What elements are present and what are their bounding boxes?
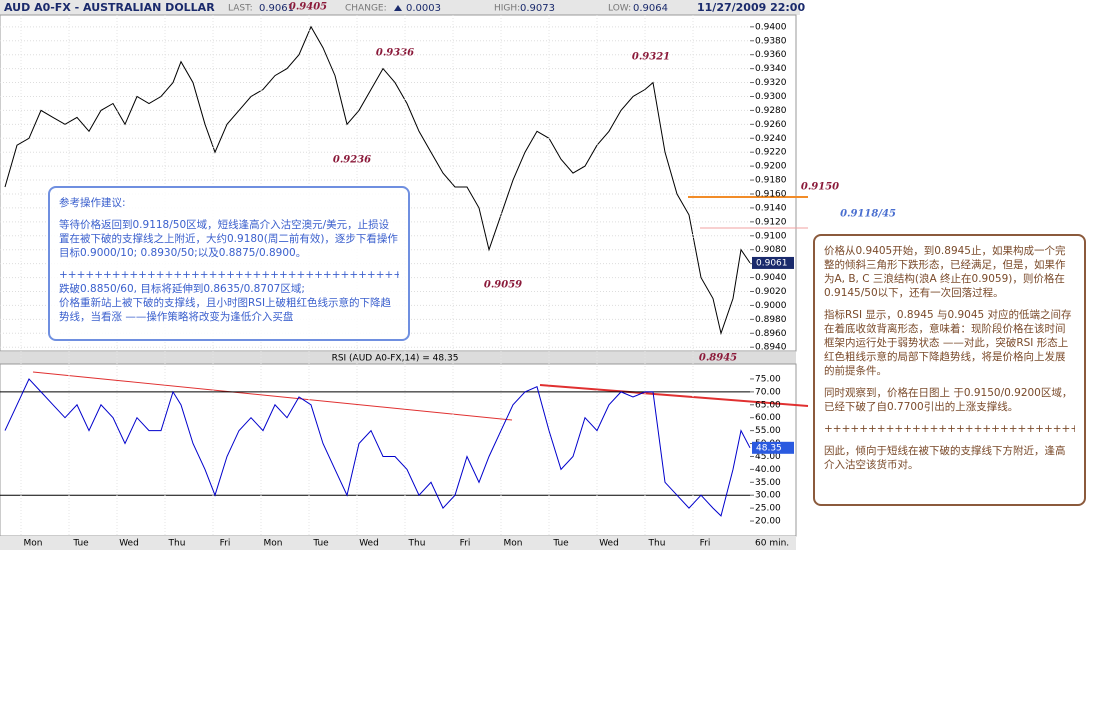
x-tick-label: Tue — [312, 539, 329, 549]
change-value: 0.0003 — [406, 3, 441, 14]
y-tick-label: 0.9040 — [755, 273, 787, 283]
y-tick-label: 0.9260 — [755, 120, 787, 130]
y-tick-label: 75.00 — [755, 374, 781, 384]
y-tick-label: 0.9200 — [755, 162, 787, 172]
x-tick-label: Tue — [72, 539, 89, 549]
y-tick-label: 0.9120 — [755, 217, 787, 227]
note-title: 参考操作建议: — [59, 197, 126, 209]
y-tick-label: 0.8960 — [755, 329, 787, 339]
y-tick-label: 0.8940 — [755, 343, 787, 353]
series-line — [4, 378, 751, 517]
y-tick-label: 0.9160 — [755, 189, 787, 199]
y-tick-label: 0.9400 — [755, 22, 787, 32]
x-axis-bar — [0, 536, 796, 550]
note-paragraph: 跌破0.8850/60, 目标将延伸到0.8635/0.8707区域; 价格重新… — [59, 283, 392, 323]
left-note: 参考操作建议: 等待价格返回到0.9118/50区域，短线逢高介入沽空澳元/美元… — [48, 186, 410, 341]
datetime: 11/27/2009 22:00 — [697, 1, 805, 14]
y-tick-label: 45.00 — [755, 452, 781, 462]
y-tick-label: 0.9360 — [755, 50, 787, 60]
y-tick-label: 0.9240 — [755, 134, 787, 144]
low-label: LOW: — [608, 4, 631, 14]
y-tick-label: 0.8980 — [755, 315, 787, 325]
y-tick-label: 0.9340 — [755, 64, 787, 74]
y-tick-label: 25.00 — [755, 504, 781, 514]
y-tick-label: 65.00 — [755, 400, 781, 410]
up-arrow — [394, 5, 402, 11]
note-separator: ++++++++++++++++++++++++++++++++ — [824, 423, 1075, 435]
note-paragraph: 等待价格返回到0.9118/50区域，短线逢高介入沽空澳元/美元，止损设置在被下… — [59, 219, 398, 259]
y-tick-label: 0.9280 — [755, 106, 787, 116]
rsi-panel — [0, 363, 797, 537]
x-tick-label: Fri — [220, 539, 231, 549]
last-label: LAST: — [228, 4, 253, 14]
y-tick-label: 70.00 — [755, 387, 781, 397]
y-tick-label: 40.00 — [755, 465, 781, 475]
y-tick-label: 0.9220 — [755, 148, 787, 158]
y-tick-label: 0.9020 — [755, 287, 787, 297]
x-tick-label: Mon — [504, 539, 523, 549]
right-note: 价格从0.9405开始，到0.8945止，如果构成一个完整的倾斜三角形下跌形态，… — [813, 234, 1086, 506]
y-tick-label: 30.00 — [755, 491, 781, 501]
rsi-trendline-bold — [539, 384, 809, 407]
y-tick-label: 35.00 — [755, 478, 781, 488]
high-value: 0.9073 — [520, 3, 555, 14]
low-value: 0.9064 — [633, 3, 668, 14]
price-annotation: 0.9405 — [289, 2, 327, 13]
price-annotation: 0.9336 — [376, 48, 414, 59]
x-tick-label: Fri — [460, 539, 471, 549]
rsi-title: RSI (AUD A0-FX,14) = 48.35 — [332, 354, 459, 364]
y-tick-label: 55.00 — [755, 426, 781, 436]
price-annotation: 0.9059 — [484, 280, 522, 291]
x-tick-label: Mon — [264, 539, 283, 549]
x-tick-label: Wed — [359, 539, 379, 549]
y-tick-label: 0.9380 — [755, 36, 787, 46]
y-tick-label: 0.9320 — [755, 78, 787, 88]
y-tick-label: 0.9080 — [755, 245, 787, 255]
y-tick-label: 0.9140 — [755, 203, 787, 213]
y-tick-label: 0.9180 — [755, 176, 787, 186]
y-tick-label: 0.9100 — [755, 231, 787, 241]
high-label: HIGH: — [494, 4, 520, 14]
symbol: AUD A0-FX - AUSTRALIAN DOLLAR — [4, 1, 215, 14]
note-paragraph: 指标RSI 显示，0.8945 与0.9045 对应的低端之间存在着底收敛背离形… — [824, 309, 1072, 377]
last-value-box — [752, 256, 794, 269]
rsi-trendline — [32, 371, 513, 421]
x-tick-label: Thu — [168, 539, 186, 549]
price-annotation: 0.9321 — [632, 52, 670, 63]
note-separator: ++++++++++++++++++++++++++++++++++++++++… — [59, 269, 399, 281]
price-annotation: 0.9150 — [801, 182, 839, 193]
last-value-box — [752, 441, 794, 454]
last-value-label: 0.9061 — [756, 258, 788, 268]
interval: 60 min. — [755, 539, 789, 549]
price-annotation: 0.9118/45 — [840, 209, 896, 220]
y-tick-label: 0.9300 — [755, 92, 787, 102]
y-tick-label: 20.00 — [755, 517, 781, 527]
change-label: CHANGE: — [345, 4, 387, 14]
x-tick-label: Thu — [648, 539, 666, 549]
y-tick-label: 0.9000 — [755, 301, 787, 311]
last-value-label: 48.35 — [756, 443, 782, 453]
x-tick-label: Tue — [552, 539, 569, 549]
price-annotation: 0.8945 — [699, 353, 737, 364]
header-bar — [0, 0, 800, 15]
note-paragraph: 同时观察到，价格在日图上 于0.9150/0.9200区域，已经下破了自0.77… — [824, 387, 1073, 413]
price-panel — [0, 14, 797, 352]
y-tick-label: 60.00 — [755, 413, 781, 423]
price-annotation: 0.9236 — [333, 155, 371, 166]
last-value: 0.9061 — [259, 3, 294, 14]
x-tick-label: Thu — [408, 539, 426, 549]
x-tick-label: Mon — [24, 539, 43, 549]
note-paragraph: 因此，倾向于短线在被下破的支撑线下方附近，逢高介入沽空该货币对。 — [824, 445, 1066, 471]
x-tick-label: Wed — [119, 539, 139, 549]
x-tick-label: Wed — [599, 539, 619, 549]
x-tick-label: Fri — [700, 539, 711, 549]
series-line — [4, 25, 751, 336]
note-paragraph: 价格从0.9405开始，到0.8945止，如果构成一个完整的倾斜三角形下跌形态，… — [824, 245, 1066, 299]
